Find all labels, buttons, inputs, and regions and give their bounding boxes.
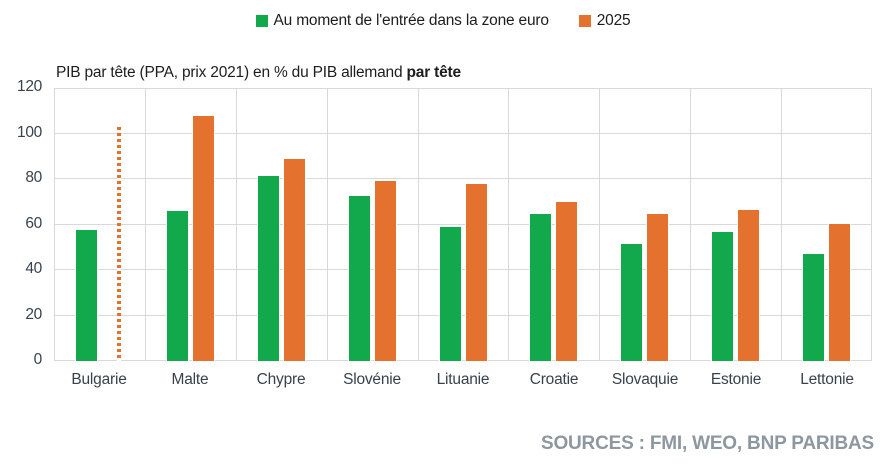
gridline-vertical — [145, 88, 146, 361]
gridline-vertical — [508, 88, 509, 361]
y-axis-tick-label: 0 — [33, 351, 43, 368]
gridline-vertical — [327, 88, 328, 361]
legend-label-entry: Au moment de l'entrée dans la zone euro — [273, 12, 549, 29]
bar-entry-lettonie — [803, 254, 824, 361]
gridline-horizontal — [54, 132, 872, 134]
legend-item-2025: 2025 — [578, 12, 631, 30]
y-axis-tick-label: 80 — [25, 169, 42, 186]
gridline-horizontal — [54, 269, 872, 270]
y-axis-tick-label: 40 — [25, 260, 42, 277]
y-axis-tick-label: 120 — [17, 78, 42, 95]
orange-square-icon — [578, 15, 591, 27]
gridline-vertical — [236, 88, 237, 361]
legend-item-entry: Au moment de l'entrée dans la zone euro — [255, 12, 549, 30]
bar-2025-croatie — [556, 202, 577, 361]
gridline-vertical — [418, 88, 419, 361]
gridline-vertical — [871, 88, 872, 361]
bar-2025-slovénie — [375, 181, 396, 361]
bar-entry-malte — [167, 211, 188, 361]
bar-entry-croatie — [530, 214, 551, 361]
x-axis-category-label: Croatie — [529, 371, 579, 388]
bar-entry-bulgarie — [76, 230, 97, 361]
gridline-vertical — [599, 88, 600, 361]
bulgarie-2025-dotted-line — [117, 127, 121, 361]
bar-2025-malte — [193, 116, 214, 361]
gridline-horizontal — [54, 178, 872, 179]
x-axis-category-label: Lituanie — [436, 371, 490, 388]
gridline-vertical — [54, 88, 55, 361]
bar-entry-slovaquie — [621, 244, 642, 361]
plot-area — [54, 88, 872, 361]
y-axis-tick-label: 20 — [25, 305, 42, 323]
gridline-horizontal — [54, 223, 872, 225]
y-axis-tick-label: 100 — [17, 123, 42, 141]
x-axis-category-label: Lettonie — [800, 371, 854, 388]
bar-entry-slovénie — [349, 196, 370, 361]
x-axis-category-label: Chypre — [256, 371, 306, 388]
chart-title: PIB par tête (PPA, prix 2021) en % du PI… — [56, 64, 461, 82]
bar-entry-chypre — [258, 176, 279, 361]
x-axis-category-label: Bulgarie — [71, 371, 127, 388]
chart-title-normal: PIB par tête (PPA, prix 2021) en % du PI… — [56, 64, 407, 81]
green-square-icon — [255, 15, 268, 27]
bar-2025-estonie — [738, 210, 759, 361]
gridline-vertical — [781, 88, 782, 361]
bar-entry-lituanie — [440, 227, 461, 361]
bar-2025-chypre — [284, 159, 305, 361]
bar-2025-lettonie — [829, 224, 850, 361]
bar-2025-slovaquie — [647, 214, 668, 361]
bar-2025-lituanie — [466, 184, 487, 361]
x-axis-category-label: Slovaquie — [611, 371, 679, 388]
chart-legend: Au moment de l'entrée dans la zone euro … — [0, 12, 886, 30]
gridline-horizontal — [54, 88, 872, 89]
x-axis-category-label: Estonie — [710, 371, 762, 388]
legend-label-2025: 2025 — [596, 12, 631, 29]
gridline-horizontal — [54, 360, 872, 361]
y-axis-tick-label: 60 — [25, 214, 42, 232]
x-axis-category-label: Slovénie — [343, 371, 401, 388]
bar-entry-estonie — [712, 232, 733, 361]
chart-title-bold: par tête — [406, 64, 462, 81]
x-axis-category-label: Malte — [171, 371, 209, 388]
gridline-vertical — [690, 88, 691, 361]
sources-text: SOURCES : FMI, WEO, BNP PARIBAS — [540, 433, 874, 454]
gridline-horizontal — [54, 314, 872, 316]
